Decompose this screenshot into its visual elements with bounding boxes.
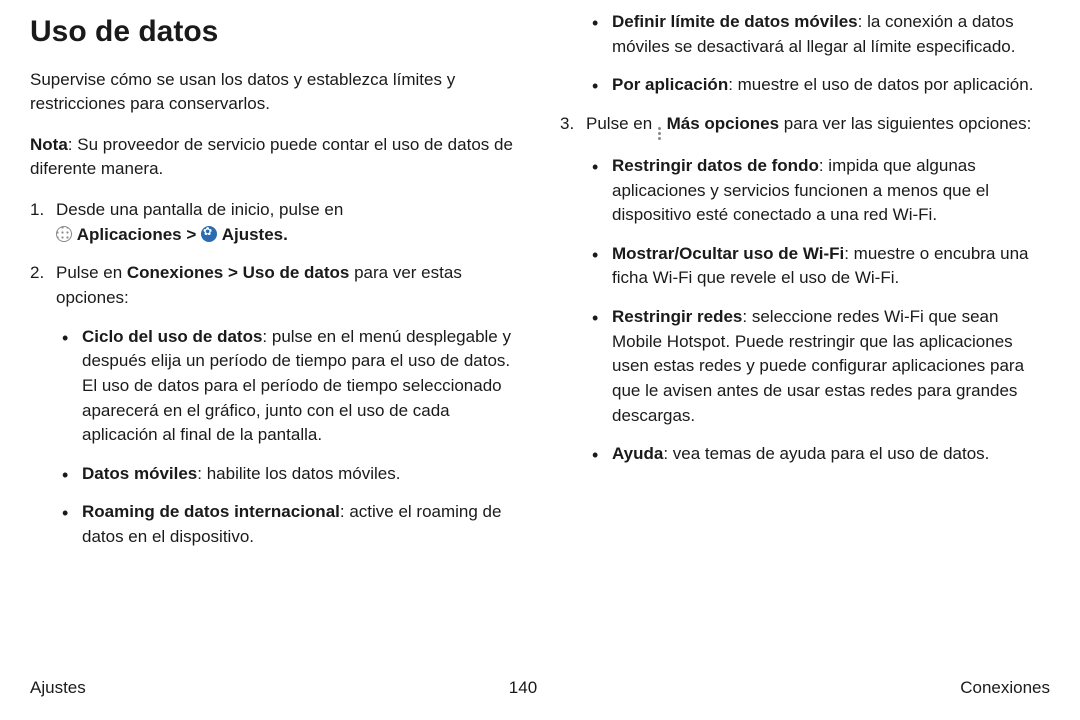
step-3-more: Más opciones — [667, 114, 779, 133]
right-column: Definir límite de datos móviles: la cone… — [560, 10, 1050, 650]
footer-right: Conexiones — [960, 678, 1050, 698]
step-1-text-a: Desde una pantalla de inicio, pulse en — [56, 200, 343, 219]
footer-page-number: 140 — [509, 678, 537, 698]
bullet-mostrar-wifi-title: Mostrar/Ocultar uso de Wi-Fi — [612, 244, 844, 263]
bullet-ayuda: Ayuda: vea temas de ayuda para el uso de… — [586, 442, 1050, 467]
step-1-settings: Ajustes — [222, 225, 283, 244]
footer-left: Ajustes — [30, 678, 86, 698]
step-2-path: Conexiones > Uso de datos — [127, 263, 349, 282]
note-text: Nota: Su proveedor de servicio puede con… — [30, 133, 520, 182]
more-options-icon — [658, 127, 661, 140]
bullet-ciclo-title: Ciclo del uso de datos — [82, 327, 262, 346]
step-3: Pulse en Más opciones para ver las sigui… — [560, 112, 1050, 467]
step-3-text-b: para ver las siguientes opciones: — [779, 114, 1031, 133]
step-2: Pulse en Conexiones > Uso de datos para … — [30, 261, 520, 549]
bullet-roaming: Roaming de datos internacional: active e… — [56, 500, 520, 549]
bullet-definir-limite-title: Definir límite de datos móviles — [612, 12, 858, 31]
step-1: Desde una pantalla de inicio, pulse en A… — [30, 198, 520, 247]
bullet-restringir-fondo: Restringir datos de fondo: impida que al… — [586, 154, 1050, 228]
bullet-ciclo: Ciclo del uso de datos: pulse en el menú… — [56, 325, 520, 448]
step-1-gt: > — [182, 225, 201, 244]
bullet-roaming-title: Roaming de datos internacional — [82, 502, 340, 521]
steps-list-left: Desde una pantalla de inicio, pulse en A… — [30, 198, 520, 550]
bullet-mostrar-wifi: Mostrar/Ocultar uso de Wi-Fi: muestre o … — [586, 242, 1050, 291]
page-title: Uso de datos — [30, 10, 520, 54]
gear-icon — [201, 226, 217, 242]
bullet-por-aplicacion-desc: : muestre el uso de datos por aplicación… — [728, 75, 1033, 94]
bullet-restringir-redes: Restringir redes: seleccione redes Wi-Fi… — [586, 305, 1050, 428]
bullet-datos-moviles-desc: : habilite los datos móviles. — [197, 464, 400, 483]
steps-list-right: Pulse en Más opciones para ver las sigui… — [560, 112, 1050, 467]
step-3-bullets: Restringir datos de fondo: impida que al… — [586, 154, 1050, 467]
bullet-datos-moviles-title: Datos móviles — [82, 464, 197, 483]
bullet-restringir-fondo-title: Restringir datos de fondo — [612, 156, 819, 175]
content-columns: Uso de datos Supervise cómo se usan los … — [30, 10, 1050, 650]
bullet-definir-limite: Definir límite de datos móviles: la cone… — [586, 10, 1050, 59]
left-column: Uso de datos Supervise cómo se usan los … — [30, 10, 520, 650]
note-label: Nota — [30, 135, 68, 154]
bullet-restringir-redes-title: Restringir redes — [612, 307, 742, 326]
intro-text: Supervise cómo se usan los datos y estab… — [30, 68, 520, 117]
step-2-bullets: Ciclo del uso de datos: pulse en el menú… — [56, 325, 520, 550]
step-3-text-a: Pulse en — [586, 114, 657, 133]
bullet-datos-moviles: Datos móviles: habilite los datos móvile… — [56, 462, 520, 487]
page-footer: Ajustes 140 Conexiones — [30, 678, 1050, 698]
bullet-por-aplicacion: Por aplicación: muestre el uso de datos … — [586, 73, 1050, 98]
step-2-text-a: Pulse en — [56, 263, 127, 282]
note-body: : Su proveedor de servicio puede contar … — [30, 135, 513, 179]
step-2-bullets-continued: Definir límite de datos móviles: la cone… — [560, 10, 1050, 98]
bullet-ayuda-title: Ayuda — [612, 444, 663, 463]
apps-icon — [56, 226, 72, 242]
bullet-ayuda-desc: : vea temas de ayuda para el uso de dato… — [663, 444, 989, 463]
bullet-por-aplicacion-title: Por aplicación — [612, 75, 728, 94]
step-1-apps: Aplicaciones — [77, 225, 182, 244]
